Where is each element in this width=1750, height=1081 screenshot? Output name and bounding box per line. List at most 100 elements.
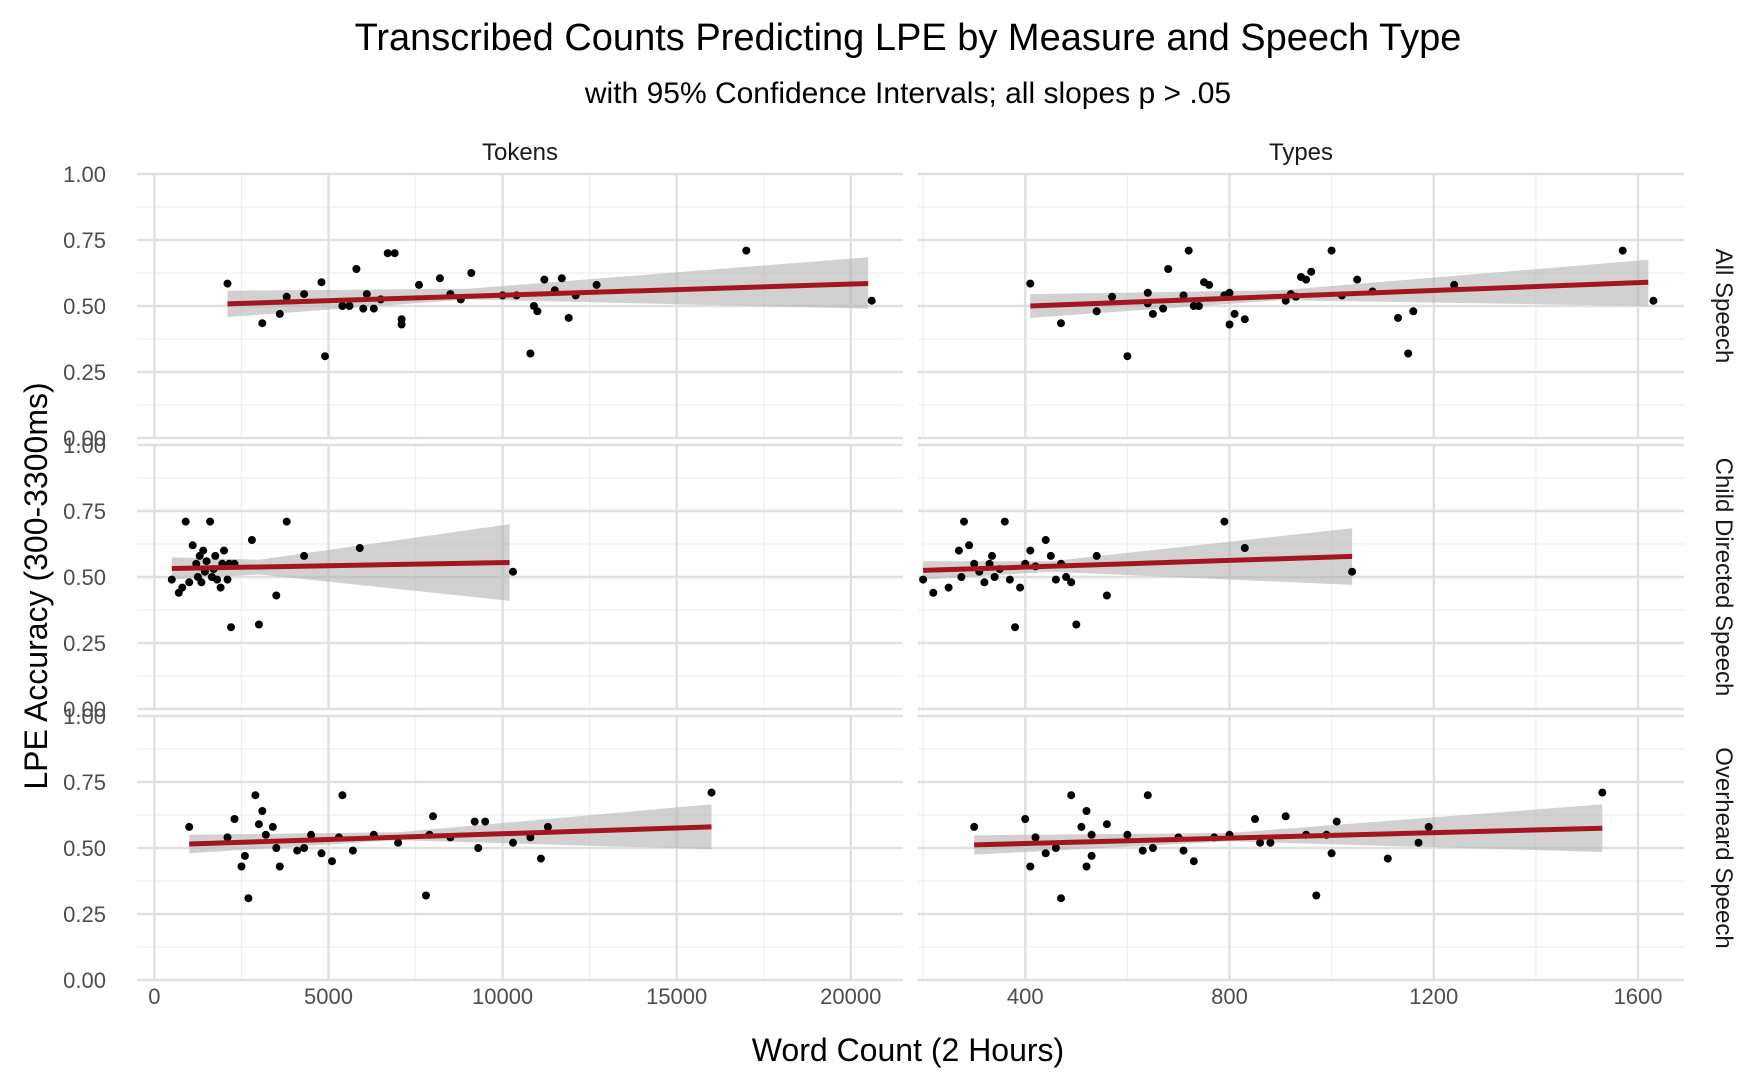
data-point — [1424, 822, 1433, 831]
chart-title: Transcribed Counts Predicting LPE by Mea… — [355, 17, 1462, 59]
data-point — [919, 575, 928, 584]
data-point — [1179, 291, 1188, 300]
data-point — [317, 849, 326, 858]
regression-line — [1030, 279, 1649, 309]
y-tick-label: 0.50 — [63, 836, 106, 861]
data-point — [254, 820, 263, 829]
data-point — [1011, 623, 1019, 632]
y-tick-label: 1.00 — [63, 704, 106, 729]
data-point — [1092, 307, 1101, 316]
data-point — [223, 279, 232, 288]
data-point — [1102, 820, 1111, 829]
data-point — [1082, 807, 1091, 815]
y-tick-label: 0.50 — [63, 565, 106, 590]
data-point — [369, 304, 378, 313]
facet-panel — [137, 714, 903, 982]
data-point — [1143, 791, 1152, 800]
data-point — [1312, 891, 1321, 900]
facet-column-label: Tokens — [482, 139, 558, 166]
data-point — [359, 304, 368, 313]
data-point — [536, 854, 545, 863]
data-point — [202, 557, 211, 566]
data-point — [216, 583, 225, 592]
data-point — [435, 274, 444, 283]
y-tick-label: 1.00 — [63, 162, 106, 187]
data-point — [1057, 319, 1065, 328]
data-point — [1026, 862, 1035, 871]
data-point — [397, 320, 406, 329]
data-point — [543, 822, 552, 831]
y-tick-label: 0.25 — [63, 631, 106, 656]
y-tick-label: 0.00 — [63, 697, 106, 722]
x-tick-label: 1200 — [1409, 984, 1458, 1009]
data-point — [272, 844, 281, 852]
data-point — [293, 846, 302, 855]
y-tick-label: 0.75 — [63, 228, 106, 253]
data-point — [1179, 846, 1188, 855]
data-point — [185, 578, 194, 587]
data-point — [957, 573, 966, 581]
panels: Tokens Types All Speech Child Directed Spee… — [63, 139, 1737, 1009]
data-point — [526, 833, 535, 842]
data-point — [1394, 313, 1402, 322]
y-axis-title: LPE Accuracy (300-3300ms) — [18, 382, 54, 789]
y-tick-label: 0.00 — [63, 426, 106, 451]
data-point — [282, 517, 291, 526]
data-point — [362, 290, 371, 299]
data-point — [742, 246, 751, 255]
data-point — [338, 302, 347, 310]
data-point — [1649, 296, 1658, 305]
data-point — [1266, 838, 1275, 847]
data-point — [422, 891, 430, 900]
data-point — [990, 573, 999, 581]
data-point — [328, 857, 336, 866]
data-point — [1164, 265, 1173, 273]
data-point — [1051, 575, 1060, 584]
data-point — [345, 302, 354, 310]
data-point — [954, 546, 963, 555]
data-point — [1194, 302, 1203, 310]
data-point — [230, 815, 239, 823]
x-tick-label: 15000 — [646, 984, 707, 1009]
y-tick-label: 1.00 — [63, 433, 106, 458]
data-point — [592, 280, 601, 289]
data-point — [467, 269, 476, 277]
data-point — [970, 559, 979, 568]
data-point — [1404, 349, 1413, 358]
data-point — [390, 249, 399, 258]
data-point — [258, 319, 267, 328]
data-point — [1087, 830, 1096, 839]
data-point — [1148, 309, 1157, 318]
regression-line — [227, 281, 869, 307]
data-point — [474, 844, 483, 852]
data-point — [268, 822, 277, 831]
data-point — [254, 620, 263, 629]
data-point — [220, 546, 228, 555]
facet-row-label: Child Directed Speech — [1710, 458, 1737, 697]
data-point — [167, 575, 176, 584]
facet-panel — [918, 443, 1684, 711]
data-point — [188, 541, 197, 550]
data-point — [178, 583, 187, 592]
data-point — [355, 544, 364, 552]
x-tick-label: 800 — [1211, 984, 1248, 1009]
data-point — [300, 844, 309, 852]
data-point — [1281, 812, 1290, 821]
data-point — [1026, 546, 1035, 555]
data-point — [1383, 854, 1392, 863]
data-point — [206, 517, 215, 526]
data-point — [564, 313, 573, 322]
data-point — [199, 546, 208, 555]
data-point — [338, 791, 347, 800]
data-point — [965, 541, 974, 550]
regression-line — [923, 553, 1353, 573]
data-point — [1307, 267, 1316, 276]
facet-panel — [918, 172, 1684, 440]
facet-panel — [137, 443, 903, 711]
data-point — [197, 578, 206, 587]
x-tick-label: 20000 — [820, 984, 881, 1009]
data-point — [1041, 536, 1050, 544]
data-point — [223, 575, 232, 584]
data-point — [1102, 591, 1111, 600]
